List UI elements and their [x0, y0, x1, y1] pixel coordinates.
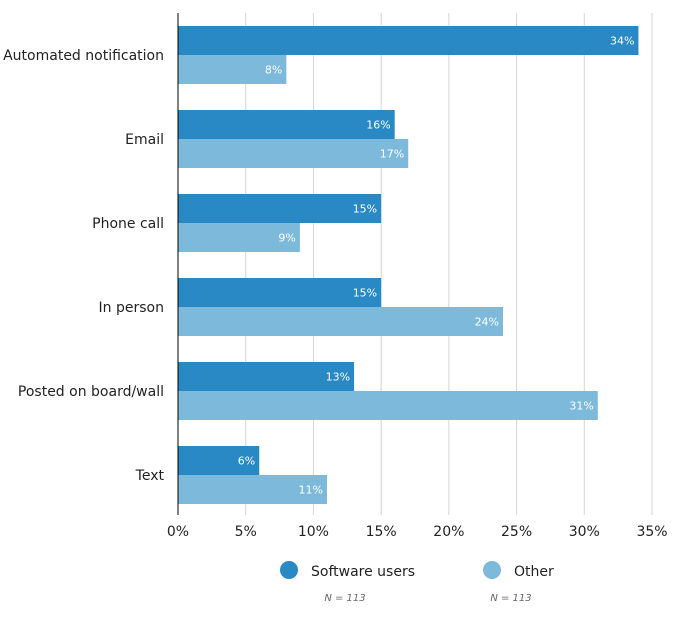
data-label: 6%: [238, 455, 255, 468]
x-tick-label: 25%: [501, 524, 532, 540]
x-tick-label: 10%: [298, 524, 329, 540]
data-label: 15%: [353, 287, 377, 300]
bar-other: [178, 55, 287, 84]
category-label: Posted on board/wall: [18, 384, 164, 400]
bar-software-users: [178, 446, 260, 475]
category-label: In person: [99, 300, 164, 316]
bar-other: [178, 223, 300, 252]
data-label: 15%: [353, 203, 377, 216]
data-label: 34%: [610, 35, 634, 48]
bar-other: [178, 391, 598, 420]
bar-software-users: [178, 110, 395, 139]
data-label: 31%: [569, 400, 593, 413]
x-tick-label: 20%: [433, 524, 464, 540]
data-label: 24%: [475, 316, 499, 329]
bar-software-users: [178, 278, 382, 307]
data-label: 13%: [326, 371, 350, 384]
bar-other: [178, 139, 409, 168]
legend-label: Software users: [311, 564, 415, 580]
bar-software-users: [178, 362, 355, 391]
legend-label: Other: [514, 564, 554, 580]
bar-software-users: [178, 194, 382, 223]
data-label: 11%: [299, 484, 323, 497]
x-tick-label: 30%: [569, 524, 600, 540]
data-label: 16%: [366, 119, 390, 132]
data-label: 9%: [278, 232, 295, 245]
category-label: Email: [125, 132, 164, 148]
legend-marker: [280, 561, 298, 579]
bar-other: [178, 475, 327, 504]
x-tick-label: 5%: [235, 524, 257, 540]
legend-n-label: N = 113: [490, 593, 531, 604]
category-label: Automated notification: [3, 48, 164, 64]
x-tick-label: 15%: [366, 524, 397, 540]
bar-other: [178, 307, 504, 336]
data-label: 17%: [380, 148, 404, 161]
x-tick-label: 0%: [167, 524, 189, 540]
legend-marker: [483, 561, 501, 579]
legend-n-label: N = 113: [324, 593, 365, 604]
x-tick-label: 35%: [636, 524, 667, 540]
bar-software-users: [178, 26, 639, 55]
category-label: Text: [135, 468, 165, 484]
category-label: Phone call: [92, 216, 164, 232]
data-label: 8%: [265, 64, 282, 77]
